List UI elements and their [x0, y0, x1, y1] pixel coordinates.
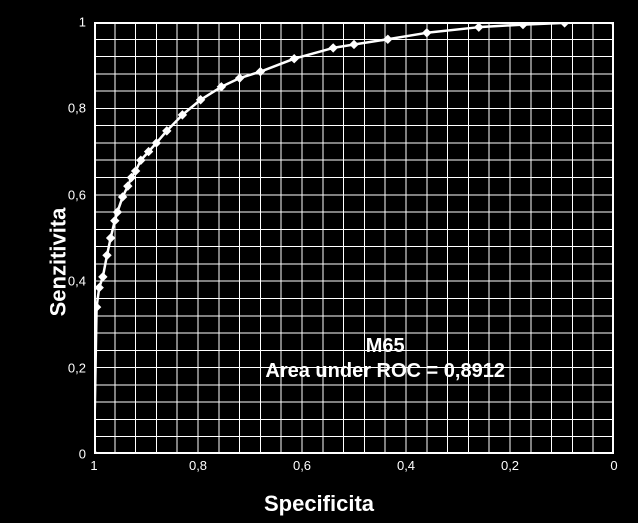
chart-svg: [94, 22, 614, 454]
data-marker: [561, 22, 569, 27]
annotation-line2: Area under ROC = 0,8912: [265, 359, 505, 384]
x-axis-label: Specificita: [0, 491, 638, 517]
x-tick-label: 0,2: [501, 458, 519, 473]
data-marker: [290, 55, 298, 63]
roc-curve: [94, 22, 614, 454]
y-tick-label: 0,6: [68, 187, 86, 202]
y-tick-label: 1: [79, 15, 86, 30]
data-marker: [475, 23, 483, 31]
chart-annotation: M65Area under ROC = 0,8912: [265, 334, 505, 384]
data-marker: [103, 251, 111, 259]
data-marker: [236, 74, 244, 82]
plot-area: [94, 22, 614, 454]
x-tick-label: 0: [610, 458, 617, 473]
x-tick-label: 0,6: [293, 458, 311, 473]
x-tick-label: 0,4: [397, 458, 415, 473]
data-marker: [107, 234, 115, 242]
data-marker: [119, 193, 127, 201]
data-marker: [99, 273, 107, 281]
x-tick-label: 0,8: [189, 458, 207, 473]
data-marker: [519, 22, 527, 29]
data-marker: [329, 44, 337, 52]
y-tick-label: 0,2: [68, 360, 86, 375]
x-tick-label: 1: [90, 458, 97, 473]
chart-frame: Senzitivita Specificita 1 0,8 0,6 0,4 0,2 0 0 0…: [0, 0, 638, 523]
data-marker: [95, 284, 103, 292]
y-axis-label: Senzitivita: [45, 207, 71, 316]
y-tick-label: 0,8: [68, 101, 86, 116]
data-marker: [111, 217, 119, 225]
annotation-line1: M65: [265, 334, 505, 359]
data-marker: [350, 40, 358, 48]
y-tick-label: 0: [79, 447, 86, 462]
data-marker: [423, 29, 431, 37]
data-marker: [94, 303, 101, 311]
data-marker: [124, 182, 132, 190]
y-tick-label: 0,4: [68, 274, 86, 289]
data-marker: [256, 68, 264, 76]
